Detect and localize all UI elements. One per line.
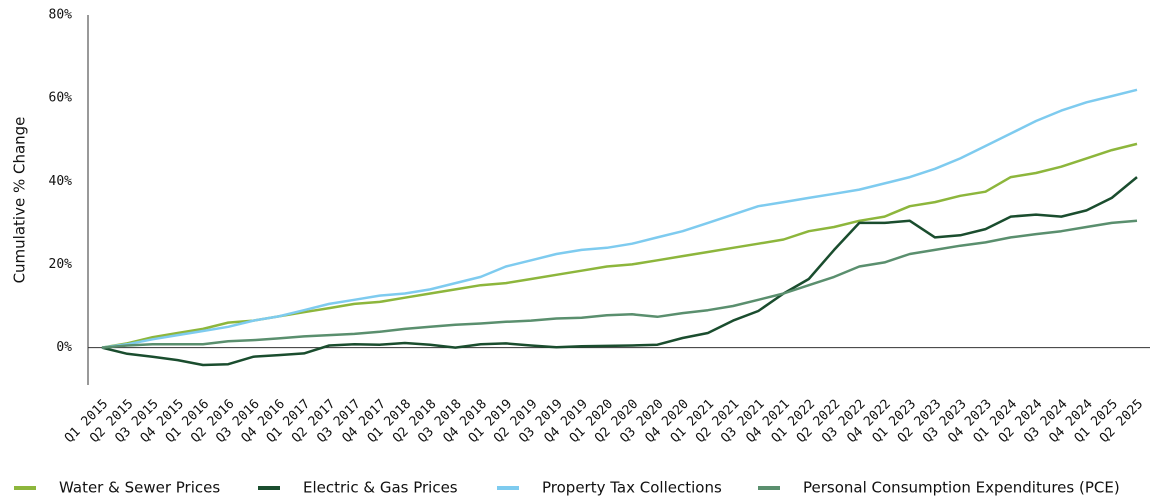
y-tick-label: 0% <box>56 340 72 355</box>
legend-label: Personal Consumption Expenditures (PCE) <box>803 479 1120 497</box>
legend-label: Property Tax Collections <box>542 479 722 497</box>
y-axis-label: Cumulative % Change <box>11 117 29 284</box>
series-line <box>101 88 1138 349</box>
series-line <box>101 219 1138 349</box>
legend-label: Electric & Gas Prices <box>303 479 458 497</box>
series-line <box>101 176 1138 367</box>
legend-label: Water & Sewer Prices <box>59 479 220 497</box>
y-tick-label: 80% <box>49 8 73 23</box>
y-tick-label: 20% <box>49 257 73 272</box>
y-tick-label: 40% <box>49 174 73 189</box>
y-tick-label: 60% <box>49 91 73 106</box>
